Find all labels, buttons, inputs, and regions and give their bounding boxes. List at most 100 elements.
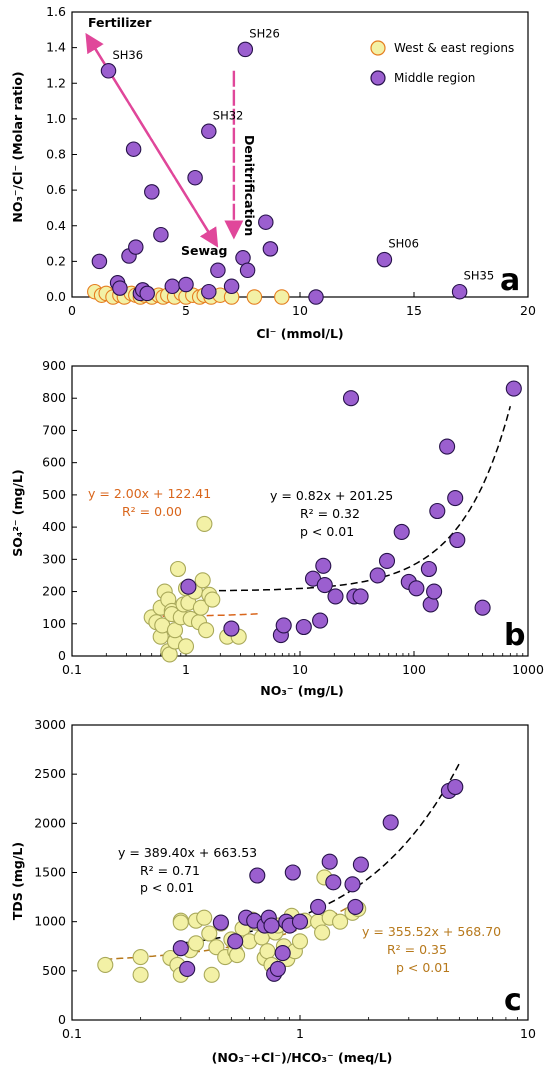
fit-line (186, 406, 512, 592)
data-point-middle (505, 380, 522, 397)
data-point-middle (269, 960, 286, 977)
data-point-middle (447, 490, 464, 507)
data-point-middle (449, 531, 466, 549)
fit-p-west-east-c: p < 0.01 (396, 960, 450, 975)
fit-label-middle-c: y = 389.40x + 663.53 R² = 0.71 p < 0.01 (118, 845, 257, 895)
y-axis-label-b: SO₄²⁻ (mg/L) (10, 469, 25, 556)
data-point-middle (291, 913, 309, 930)
data-point-west-east (201, 925, 218, 942)
data-point-middle (223, 278, 240, 295)
data-point-middle (327, 588, 344, 605)
data-point-middle (347, 898, 364, 915)
data-point-middle (325, 874, 342, 891)
data-point-west-east (314, 924, 331, 941)
data-point-middle (187, 169, 203, 186)
data-point-middle (321, 853, 338, 870)
data-point-west-east (274, 289, 290, 305)
x-tick-label: 1000 (512, 662, 544, 677)
data-point-west-east (132, 949, 149, 966)
panel-a: 0 5 10 15 20 0.0 0.2 0.4 0.6 0.8 1.0 1.2 1.4 1.6 SH36 S… (10, 4, 536, 341)
data-point-middle (474, 599, 491, 616)
panel-b: 0.1 1 10 100 1000 0 100 200 300 400 500 600 700 800 90… (10, 358, 544, 698)
y-tick-label: 200 (42, 584, 66, 599)
fit-equation-west-east-b: y = 2.00x + 122.41 (88, 486, 211, 501)
data-point-middle (274, 945, 291, 962)
panel-a-marks: 0 5 10 15 20 0.0 0.2 0.4 0.6 0.8 1.0 1.2 1.4 1.6 SH36 S… (46, 4, 536, 318)
fit-p-middle-b: p < 0.01 (300, 524, 354, 539)
fit-p-middle-c: p < 0.01 (140, 880, 194, 895)
data-point-middle (180, 578, 197, 595)
fit-r2-west-east-c: R² = 0.35 (387, 942, 447, 957)
data-point-west-east (332, 913, 349, 930)
data-point-middle (172, 940, 189, 957)
y-tick-label: 500 (42, 963, 66, 978)
x-tick-label: 10 (292, 303, 308, 318)
x-tick-label: 0 (68, 303, 76, 318)
data-point-middle (275, 617, 292, 634)
data-point-west-east (132, 966, 149, 983)
y-tick-label: 0.0 (46, 289, 66, 304)
data-point-middle (223, 620, 240, 637)
data-point-middle (369, 567, 386, 584)
x-tick-label: 20 (520, 303, 536, 318)
data-point-middle (344, 876, 361, 893)
data-point-middle (128, 239, 144, 255)
data-point-middle (342, 390, 360, 407)
legend-marker-west-east (370, 40, 386, 56)
data-point-west-east (204, 591, 221, 608)
data-point-middle (315, 557, 332, 574)
data-point-middle (153, 226, 169, 243)
fit-line (151, 612, 261, 617)
data-point-middle (312, 612, 329, 629)
data-point-middle (210, 262, 226, 279)
y-tick-label: 1.6 (46, 4, 66, 19)
data-point-middle (429, 502, 446, 520)
data-point-middle (144, 184, 160, 200)
y-tick-label: 1000 (34, 914, 66, 929)
data-point-middle (420, 560, 437, 578)
data-point-middle (352, 856, 369, 873)
data-point-middle (308, 289, 324, 305)
y-tick-label: 400 (42, 519, 66, 534)
x-axis-label-c: (NO₃⁻+Cl⁻)/HCO₃⁻ (meq/L) (212, 1050, 393, 1065)
y-tick-label: 1.0 (46, 111, 66, 126)
data-point-middle (125, 141, 142, 157)
legend-label-west-east: West & east regions (394, 41, 514, 55)
annotation-fertilizer: Fertilizer (88, 15, 152, 30)
y-tick-label: 100 (42, 616, 66, 631)
panel-b-marks: 0.1 1 10 100 1000 0 100 200 300 400 500 600 700 800 90… (42, 358, 544, 677)
process-arrow (86, 36, 219, 248)
x-axis-label-b: NO₃⁻ (mg/L) (260, 683, 343, 698)
data-point-middle (408, 580, 425, 597)
data-point-west-east (291, 933, 309, 950)
data-point-middle (316, 577, 333, 594)
data-point-middle (426, 583, 443, 600)
data-point-west-east (192, 599, 209, 616)
y-tick-label: 0.8 (46, 147, 66, 162)
fit-label-west-east-c: y = 355.52x + 568.70 R² = 0.35 p < 0.01 (362, 924, 501, 975)
data-point-middle (447, 778, 464, 796)
y-axis-label-c: TDS (mg/L) (10, 842, 25, 920)
data-point-middle (139, 285, 155, 302)
y-tick-label: 0.4 (46, 218, 66, 233)
y-tick-label: 900 (42, 358, 66, 373)
data-point-west-east (229, 947, 246, 964)
panel-letter-b: b (504, 618, 525, 653)
x-axis-label-a: Cl⁻ (mmol/L) (256, 326, 343, 341)
point-label: SH06 (388, 237, 419, 251)
y-tick-label: 3000 (34, 717, 66, 732)
data-point-middle (178, 276, 194, 293)
point-label: SH35 (464, 269, 495, 283)
legend-label-middle: Middle region (394, 71, 475, 85)
x-tick-label: 100 (402, 662, 426, 677)
x-tick-label: 15 (406, 303, 422, 318)
fit-r2-middle-b: R² = 0.32 (300, 506, 360, 521)
annotation-sewage: Sewag (181, 243, 227, 258)
data-point-middle (284, 864, 301, 881)
y-axis-label-a: NO₃⁻/Cl⁻ (Molar ratio) (10, 71, 25, 222)
data-point-west-east (246, 289, 263, 305)
data-point-middle (393, 523, 410, 540)
y-tick-label: 800 (42, 390, 66, 405)
data-point-middle (262, 241, 279, 257)
y-tick-label: 500 (42, 487, 66, 502)
